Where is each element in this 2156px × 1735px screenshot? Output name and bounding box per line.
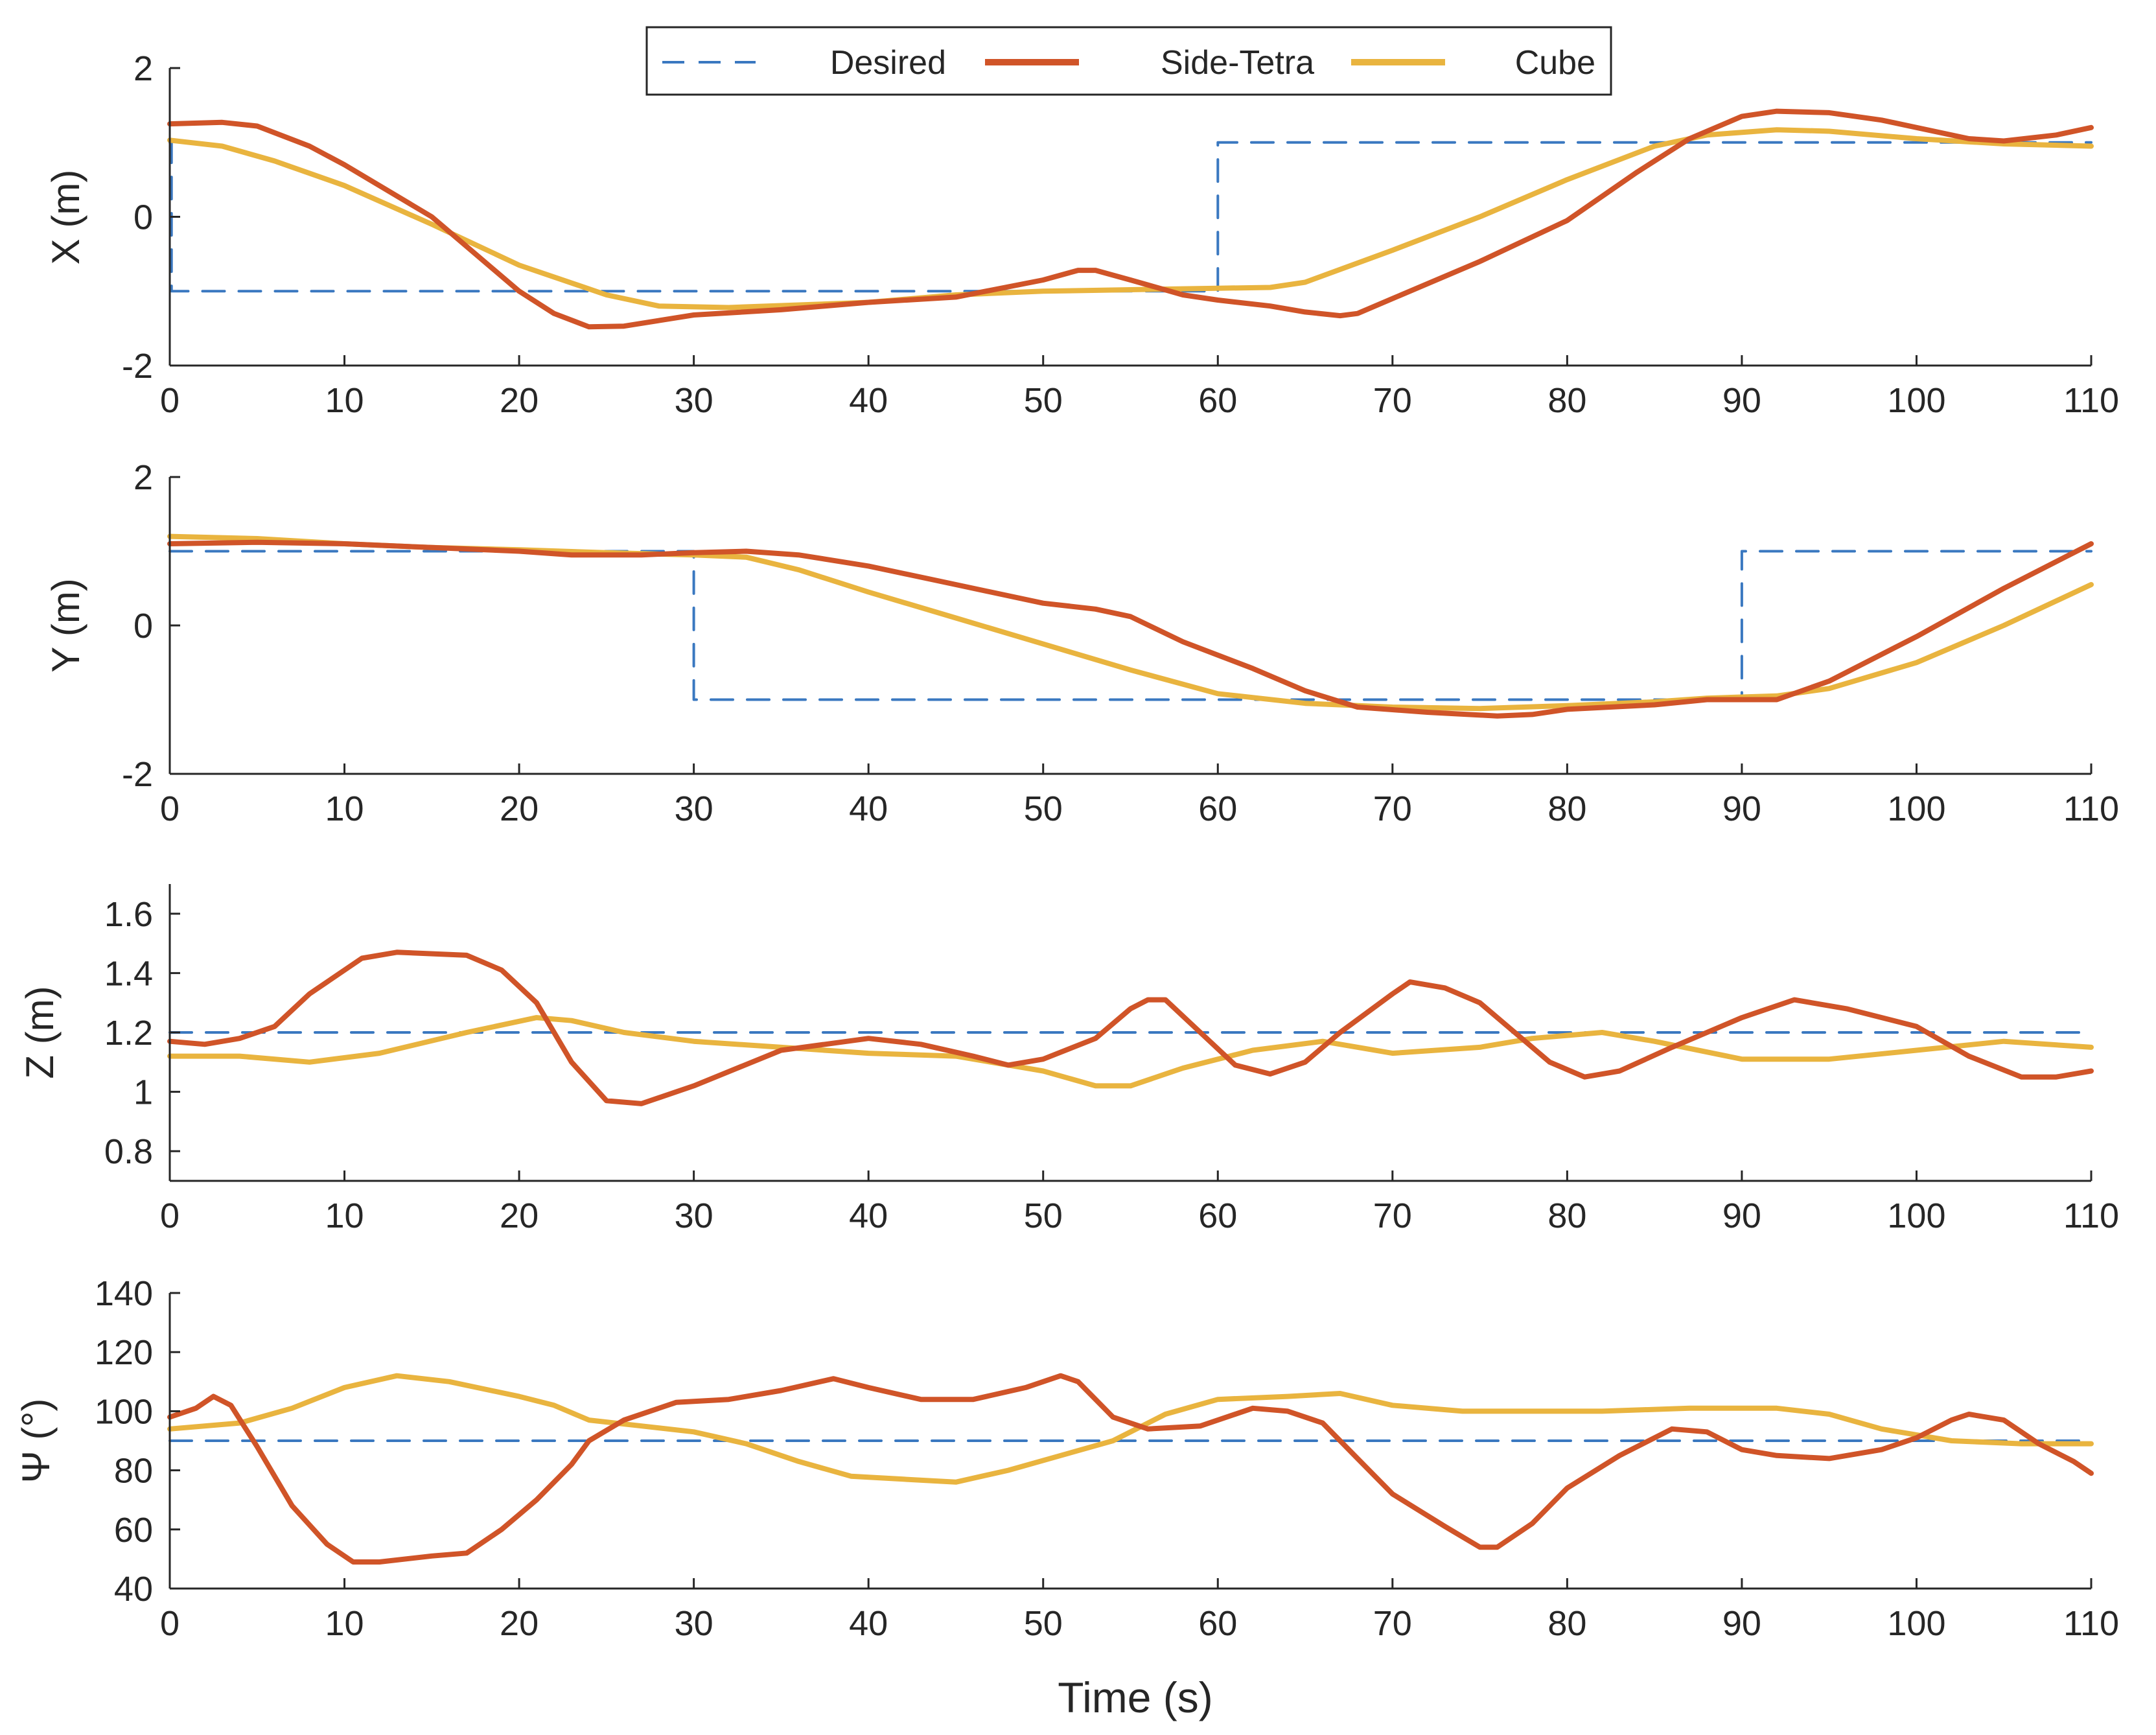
x-tick-label: 40 xyxy=(849,789,888,828)
x-tick-label: 30 xyxy=(675,1196,713,1235)
x-tick-label: 90 xyxy=(1722,1196,1761,1235)
y-tick-label: 120 xyxy=(95,1333,153,1372)
y-tick-label: 80 xyxy=(114,1452,153,1491)
x-tick-label: 60 xyxy=(1198,1604,1237,1643)
x-tick-label: 40 xyxy=(849,1604,888,1643)
x-tick-label: 90 xyxy=(1722,1604,1761,1643)
x-tick-label: 80 xyxy=(1547,1196,1586,1235)
x-tick-label: 60 xyxy=(1198,1196,1237,1235)
y-tick-label: 2 xyxy=(133,458,153,497)
x-tick-label: 110 xyxy=(2063,789,2119,828)
series-cube-y xyxy=(167,533,2094,712)
panel-y: 0 10 20 30 40 50 60 70 80 90 100 110-202 Y (m) xyxy=(44,458,2119,828)
legend-label-side-tetra: Side-Tetra xyxy=(1161,44,1314,82)
legend-label-cube: Cube xyxy=(1515,44,1595,82)
y-axis-label: Ψ (°) xyxy=(14,1399,58,1484)
x-tick-label: 100 xyxy=(1887,789,1945,828)
x-tick-label: 60 xyxy=(1198,381,1237,420)
x-tick-label: 0 xyxy=(160,1196,180,1235)
y-tick-label: 0 xyxy=(133,607,153,646)
y-tick-label: -2 xyxy=(122,755,153,794)
x-tick-label: 20 xyxy=(500,381,539,420)
x-tick-label: 20 xyxy=(500,1604,539,1643)
x-axis-label: Time (s) xyxy=(1058,1673,1213,1721)
legend-box xyxy=(645,26,1612,96)
x-tick-label: 60 xyxy=(1198,789,1237,828)
legend: Desired Side-Tetra Cube xyxy=(645,26,1612,96)
x-tick-label: 0 xyxy=(160,789,180,828)
x-tick-label: 10 xyxy=(325,381,364,420)
panel-z: 0 10 20 30 40 50 60 70 80 90 100 110 0.8 1 1.2 1.4 1.6 Z… xyxy=(18,884,2119,1235)
y-tick-label: 1.2 xyxy=(104,1014,153,1053)
panel-x: 0 10 20 30 40 50 60 70 80 90 100 110-202 X (m) xyxy=(44,49,2119,420)
y-tick-label: 1.4 xyxy=(104,954,153,993)
x-tick-label: 40 xyxy=(849,381,888,420)
y-axis-label: Z (m) xyxy=(18,986,62,1078)
x-tick-label: 50 xyxy=(1024,1196,1063,1235)
x-tick-label: 90 xyxy=(1722,381,1761,420)
series-cube-z xyxy=(167,1015,2094,1089)
y-tick-label: 2 xyxy=(133,49,153,88)
series-cube-psi xyxy=(167,1373,2094,1485)
x-tick-label: 80 xyxy=(1547,381,1586,420)
y-tick-label: 0.8 xyxy=(104,1132,153,1171)
x-tick-label: 70 xyxy=(1373,1196,1412,1235)
panel-psi: 0 10 20 30 40 50 60 70 80 90 100 110 40 60 80 100 120 140… xyxy=(14,1274,2119,1643)
y-axis-label: Y (m) xyxy=(44,578,87,673)
x-tick-label: 90 xyxy=(1722,789,1761,828)
y-tick-label: 60 xyxy=(114,1511,153,1550)
x-tick-label: 100 xyxy=(1887,1196,1945,1235)
x-tick-label: 110 xyxy=(2063,381,2119,420)
x-tick-label: 80 xyxy=(1547,1604,1586,1643)
series-side-tetra-y xyxy=(167,539,2094,719)
x-tick-label: 50 xyxy=(1024,381,1063,420)
x-tick-label: 10 xyxy=(325,789,364,828)
series-desired-y xyxy=(168,550,2092,701)
x-tick-label: 110 xyxy=(2063,1604,2119,1643)
y-axis-label: X (m) xyxy=(44,170,87,265)
x-tick-label: 30 xyxy=(675,1604,713,1643)
x-tick-label: 30 xyxy=(675,381,713,420)
y-tick-label: 40 xyxy=(114,1570,153,1609)
x-tick-label: 80 xyxy=(1547,789,1586,828)
y-tick-label: -2 xyxy=(122,347,153,386)
x-tick-label: 110 xyxy=(2063,1196,2119,1235)
series-desired-x xyxy=(168,141,2092,293)
legend-label-desired: Desired xyxy=(830,44,946,82)
x-tick-label: 0 xyxy=(160,381,180,420)
x-tick-label: 70 xyxy=(1373,1604,1412,1643)
series-side-tetra-psi xyxy=(167,1373,2094,1565)
series-side-tetra-x xyxy=(167,108,2094,330)
x-tick-label: 50 xyxy=(1024,1604,1063,1643)
x-tick-label: 40 xyxy=(849,1196,888,1235)
y-tick-label: 0 xyxy=(133,198,153,237)
x-tick-label: 50 xyxy=(1024,789,1063,828)
x-tick-label: 20 xyxy=(500,1196,539,1235)
x-tick-label: 10 xyxy=(325,1196,364,1235)
x-tick-label: 10 xyxy=(325,1604,364,1643)
y-tick-label: 1.6 xyxy=(104,895,153,934)
x-tick-label: 30 xyxy=(675,789,713,828)
x-tick-label: 100 xyxy=(1887,1604,1945,1643)
y-tick-label: 1 xyxy=(133,1073,153,1112)
x-tick-label: 70 xyxy=(1373,789,1412,828)
y-tick-label: 100 xyxy=(95,1392,153,1431)
y-tick-label: 140 xyxy=(95,1274,153,1313)
x-tick-label: 100 xyxy=(1887,381,1945,420)
x-tick-label: 0 xyxy=(160,1604,180,1643)
x-tick-label: 70 xyxy=(1373,381,1412,420)
series-side-tetra-z xyxy=(167,949,2094,1106)
x-tick-label: 20 xyxy=(500,789,539,828)
